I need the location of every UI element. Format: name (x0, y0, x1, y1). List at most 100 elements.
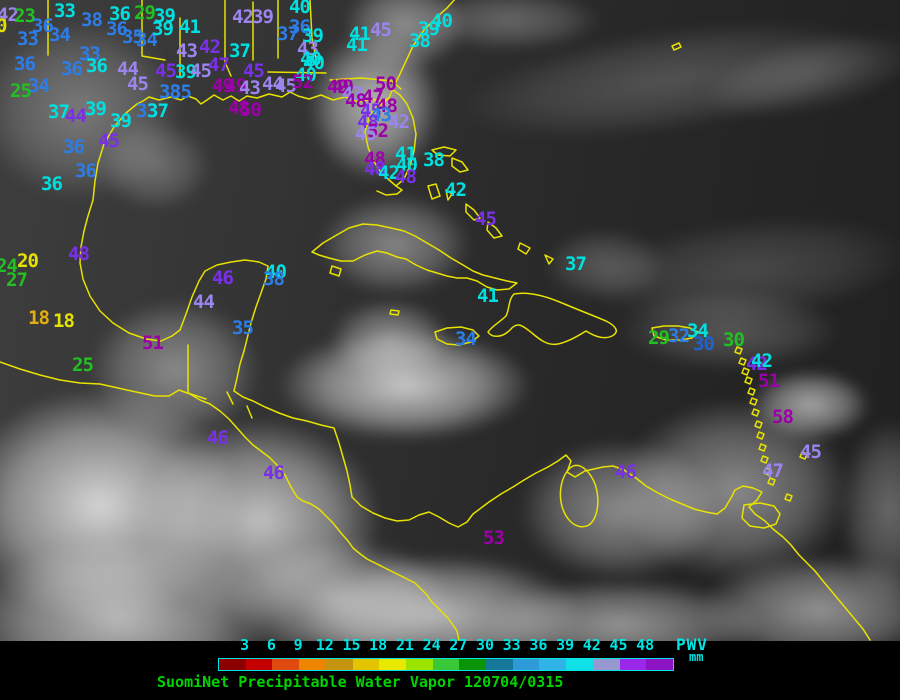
colorbar-tick-label: 18 (369, 636, 388, 654)
colorbar-segment (325, 659, 353, 670)
station-value: 51 (142, 332, 164, 354)
station-value: 39 (418, 18, 440, 40)
station-value: 34 (687, 320, 709, 342)
colorbar-segment (539, 659, 567, 670)
station-value: 49 (225, 75, 247, 97)
station-value: 43 (176, 40, 198, 62)
station-value: 45 (155, 60, 177, 82)
station-value: 48 (68, 243, 90, 265)
colorbar-tick-label: 6 (266, 636, 276, 654)
colorbar-ticks: 3 6 9 12 15 18 21 24 27 30 33 36 39 42 45 48 (0, 636, 900, 654)
station-value: 38 (423, 149, 445, 171)
colorbar-tick-label: 39 (556, 636, 575, 654)
station-value: 42 (445, 179, 467, 201)
state-borders (47, 0, 402, 90)
station-value: 41 (179, 16, 201, 38)
station-value: 49 (332, 76, 354, 98)
station-value: 37 (229, 40, 251, 62)
station-value: 45 (243, 60, 265, 82)
colorbar-segment (299, 659, 326, 670)
station-value: 35 (232, 317, 254, 339)
station-value: 45 (475, 208, 497, 230)
station-value: 37 (48, 101, 70, 123)
colorbar-segment (245, 659, 273, 670)
station-value: 44 (65, 105, 87, 127)
station-value: 40 (300, 48, 322, 70)
station-value: 47 (762, 460, 784, 482)
colorbar-tick-label: 21 (395, 636, 414, 654)
colorbar-tick-label: 15 (342, 636, 361, 654)
colorbar-tick-label: 33 (502, 636, 521, 654)
colorbar-tick-label: 3 (240, 636, 250, 654)
station-value: 33 (79, 43, 101, 65)
coast-us-gulf (92, 0, 456, 201)
station-value: 41 (346, 34, 368, 56)
station-value: 48 (345, 90, 367, 112)
station-value: 36 (75, 160, 97, 182)
station-value: 45 (800, 441, 822, 463)
station-value: 0 (0, 15, 7, 37)
station-value: 52 (367, 120, 389, 142)
colorbar-tick-label: 45 (609, 636, 628, 654)
station-value: 37 (277, 23, 299, 45)
station-value: 37 (147, 100, 169, 122)
station-value: 25 (10, 80, 32, 102)
station-value: 34 (49, 24, 71, 46)
satellite-image: 42 23 33 0 36 33 34 38 36 36 29 39 35 34 39 41 43 42 37 40 4… (0, 0, 900, 641)
station-value: 36 (86, 55, 108, 77)
coast-yucatan (179, 259, 269, 352)
station-value: 40 (396, 154, 418, 176)
station-value: 40 (431, 10, 453, 32)
station-value: 39 (252, 6, 274, 28)
station-value: 33 (17, 28, 39, 50)
image-title: SuomiNet Precipitable Water Vapor 120704… (157, 673, 564, 691)
station-value: 24 (0, 255, 18, 277)
station-value: 33 (136, 100, 158, 122)
station-value: 44 (193, 291, 215, 313)
colorbar (218, 658, 674, 671)
station-value: 36 (63, 136, 85, 158)
station-value: 39 (302, 25, 324, 47)
colorbar-tick-label: 24 (422, 636, 441, 654)
colorbar-tick-label: 42 (582, 636, 601, 654)
station-value: 44 (262, 73, 284, 95)
station-value: 36 (32, 15, 54, 37)
island-trinidad (741, 502, 781, 529)
colorbar-tick-label: 36 (529, 636, 548, 654)
station-value: 46 (615, 461, 637, 483)
station-value: 40 (303, 52, 325, 74)
station-value: 42 (751, 350, 773, 372)
station-value: 38 (81, 9, 103, 31)
borders-guatemala (187, 344, 253, 419)
station-value: 39 (152, 18, 174, 40)
station-value: 32 (668, 325, 690, 347)
station-value: 41 (349, 23, 371, 45)
station-value: 43 (239, 77, 261, 99)
station-value: 41 (477, 285, 499, 307)
station-value: 39 (175, 61, 197, 83)
colorbar-segment (619, 659, 647, 670)
station-value: 37 (565, 253, 587, 275)
station-value: 43 (297, 38, 319, 60)
colorbar-segment (219, 659, 246, 670)
station-value: 34 (28, 75, 50, 97)
station-value: 44 (117, 58, 139, 80)
colorbar-segment (352, 659, 380, 670)
station-value: 50 (240, 99, 262, 121)
station-value: 47 (362, 86, 384, 108)
coast-panama-southamerica (351, 454, 871, 641)
station-value: 29 (648, 327, 670, 349)
island-cuba (311, 223, 518, 291)
colorbar-segment (566, 659, 593, 670)
station-value: 39 (154, 5, 176, 27)
colorbar-segment (379, 659, 406, 670)
station-value: 36 (109, 3, 131, 25)
station-value: 39 (85, 98, 107, 120)
station-value: 27 (6, 269, 28, 291)
station-value: 36 (289, 16, 311, 38)
station-value: 45 (355, 123, 377, 145)
colorbar-segment (432, 659, 460, 670)
station-value: 41 (395, 143, 417, 165)
station-value: 40 (265, 261, 287, 283)
pwv-unit-label: PWV (676, 635, 708, 654)
